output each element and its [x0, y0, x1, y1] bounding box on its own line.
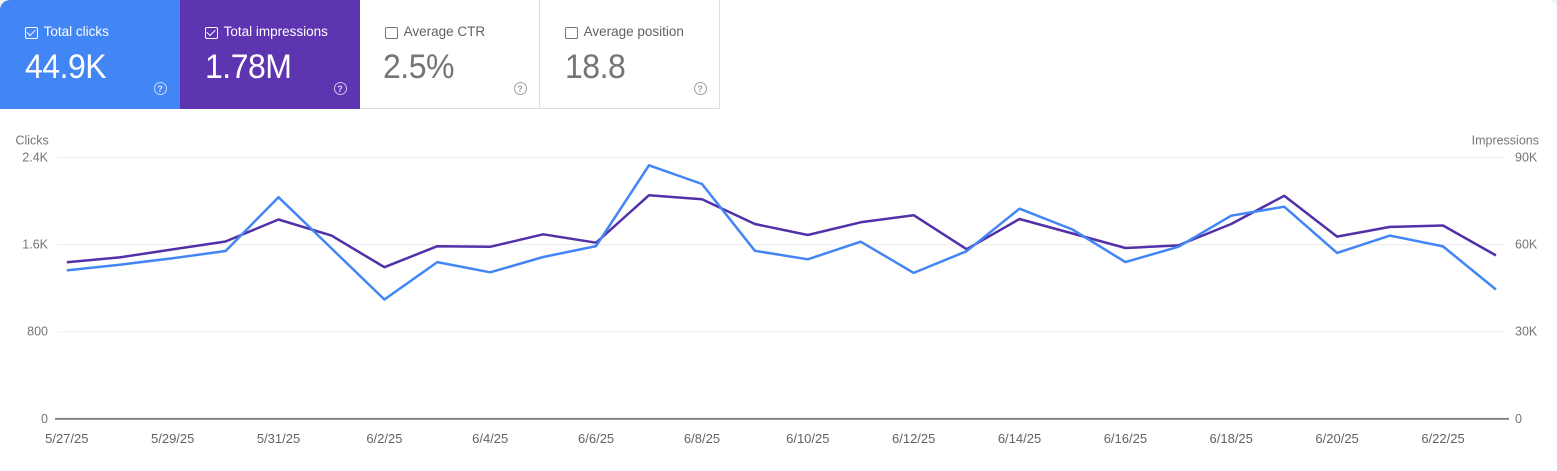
svg-text:Clicks: Clicks [15, 133, 48, 147]
svg-text:6/18/25: 6/18/25 [1210, 431, 1253, 446]
svg-text:6/4/25: 6/4/25 [472, 431, 508, 446]
svg-text:2.4K: 2.4K [22, 150, 48, 164]
svg-text:6/20/25: 6/20/25 [1315, 431, 1358, 446]
svg-text:0: 0 [1515, 412, 1522, 426]
svg-text:6/14/25: 6/14/25 [998, 431, 1041, 446]
svg-text:6/2/25: 6/2/25 [366, 431, 402, 446]
svg-text:6/22/25: 6/22/25 [1421, 431, 1464, 446]
svg-text:5/27/25: 5/27/25 [45, 431, 88, 446]
svg-text:30K: 30K [1515, 325, 1538, 339]
svg-text:60K: 60K [1515, 238, 1538, 252]
svg-text:6/16/25: 6/16/25 [1104, 431, 1147, 446]
svg-text:0: 0 [41, 412, 48, 426]
svg-text:5/31/25: 5/31/25 [257, 431, 300, 446]
svg-text:90K: 90K [1515, 150, 1538, 164]
svg-text:1.6K: 1.6K [22, 238, 48, 252]
svg-text:6/12/25: 6/12/25 [892, 431, 935, 446]
svg-text:6/8/25: 6/8/25 [684, 431, 720, 446]
svg-text:6/6/25: 6/6/25 [578, 431, 614, 446]
svg-text:6/10/25: 6/10/25 [786, 431, 829, 446]
svg-text:5/29/25: 5/29/25 [151, 431, 194, 446]
svg-text:800: 800 [27, 325, 48, 339]
svg-text:Impressions: Impressions [1472, 133, 1539, 147]
